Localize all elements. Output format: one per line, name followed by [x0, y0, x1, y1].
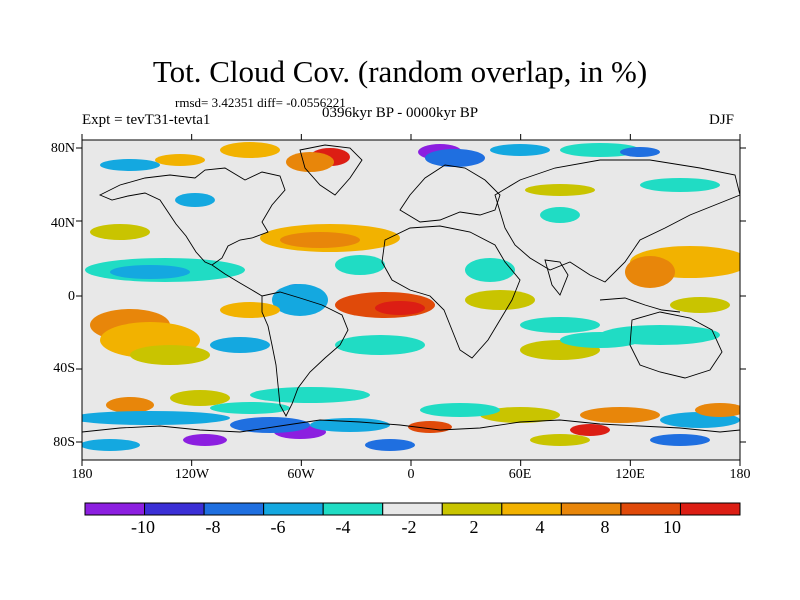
anomaly-patch-olive — [480, 407, 560, 423]
colorbar-label-neg4: -4 — [335, 517, 351, 537]
anomaly-patch-gold — [155, 154, 205, 166]
anomaly-patch-olive — [170, 390, 230, 406]
colorbar-label-neg8: -8 — [205, 517, 221, 537]
stats-line: rmsd= 3.42351 diff= -0.0556221 — [175, 95, 346, 110]
season-label: DJF — [709, 112, 735, 128]
anomaly-patch-sky — [210, 337, 270, 353]
anomaly-patch-olive — [670, 297, 730, 313]
colorbar-swatch — [322, 502, 384, 516]
colorbar-swatch — [263, 502, 324, 516]
anomaly-patch-orange — [106, 397, 154, 413]
anomaly-patch-cyan — [560, 332, 640, 348]
colorbar-label-neg2: -2 — [401, 517, 417, 537]
anomaly-patch-cyan — [465, 258, 515, 282]
anomaly-patch-cyan — [640, 178, 720, 192]
lon-label-120w: 120W — [174, 467, 210, 482]
lat-label-0: 0 — [68, 289, 75, 304]
anomaly-patch-orange — [286, 152, 334, 172]
colorbar-swatch — [441, 502, 503, 516]
anomaly-patch-olive — [530, 434, 590, 446]
anomaly-patch-sky — [175, 193, 215, 207]
colorbar-swatch — [382, 502, 443, 516]
coastline-antarctica — [81, 419, 741, 433]
anomaly-patch-sky — [82, 439, 140, 451]
anomaly-patch-cyan — [250, 387, 370, 403]
anomaly-patch-orange — [580, 407, 660, 423]
colorbar-swatch — [501, 502, 562, 516]
lon-label-60e: 60E — [508, 467, 532, 482]
colorbar-label-neg10: -10 — [131, 517, 155, 537]
anomaly-patch-orange — [625, 256, 675, 288]
anomaly-patch-cyan — [335, 255, 385, 275]
anomaly-patch-sky — [490, 144, 550, 156]
anomaly-patch-cyan — [560, 143, 640, 157]
colorbar-swatch — [203, 502, 265, 516]
coastline-india — [544, 259, 569, 296]
anomaly-patch-purple — [183, 434, 227, 446]
colorbar-swatch — [560, 502, 622, 516]
axis-ticks — [76, 134, 746, 466]
colorbar-swatch — [679, 502, 741, 516]
anomaly-patch-midblue — [425, 149, 485, 167]
anomaly-patch-cyan — [210, 402, 290, 414]
lat-label-80s: 80S — [53, 435, 75, 450]
anomaly-patch-sky — [310, 418, 390, 432]
anomaly-patch-olive — [465, 290, 535, 310]
period-label: 0396kyr BP - 0000kyr BP — [322, 105, 479, 121]
anomaly-patch-cyan — [520, 317, 600, 333]
coastline-australia — [629, 311, 723, 379]
anomaly-patch-sky — [100, 159, 160, 171]
anomaly-patch-midblue — [230, 417, 310, 433]
plot-title: Tot. Cloud Cov. (random overlap, in %) — [152, 54, 648, 89]
anomaly-patch-olive — [130, 345, 210, 365]
coastline-south-america — [261, 291, 349, 417]
anomaly-patch-midblue — [365, 439, 415, 451]
coastline-north-america — [98, 167, 286, 266]
anomaly-patch-sky — [110, 265, 190, 279]
anomaly-patch-sky — [272, 284, 328, 316]
coastline-central-america — [211, 264, 263, 297]
lon-label-0: 0 — [407, 467, 415, 482]
colorbar-swatch — [84, 502, 146, 516]
coastline-africa — [381, 225, 521, 359]
anomaly-patch-olive — [525, 184, 595, 196]
colorbar — [84, 502, 741, 516]
anomaly-patch-cyan — [540, 207, 580, 223]
anomaly-patch-gold — [220, 302, 280, 318]
experiment-label: Expt = tevT31-tevta1 — [82, 112, 211, 128]
anomaly-patch-midblue — [620, 147, 660, 157]
lon-label-180w: 180 — [71, 467, 93, 482]
coastline-indonesia — [599, 297, 681, 313]
lon-label-60w: 60W — [287, 467, 315, 482]
colorbar-label-10: 10 — [663, 517, 681, 537]
anomaly-patch-cyan — [335, 335, 425, 355]
anomaly-patches — [82, 142, 740, 451]
colorbar-label-4: 4 — [535, 517, 545, 537]
colorbar-label-2: 2 — [469, 517, 479, 537]
anomaly-patch-cyan — [420, 403, 500, 417]
anomaly-patch-orange — [280, 232, 360, 248]
anomaly-patch-red — [570, 424, 610, 436]
anomaly-patch-midblue — [650, 434, 710, 446]
colorbar-swatch — [144, 502, 205, 516]
lat-label-40s: 40S — [53, 361, 75, 376]
lat-label-80n: 80N — [50, 141, 75, 156]
lon-label-120e: 120E — [615, 467, 645, 482]
colorbar-label-8: 8 — [600, 517, 610, 537]
colorbar-label-neg6: -6 — [270, 517, 286, 537]
anomaly-patch-orange — [695, 403, 740, 417]
lat-label-40n: 40N — [50, 216, 75, 231]
colorbar-swatch — [620, 502, 681, 516]
anomaly-patch-sky — [82, 411, 230, 425]
lon-label-180e: 180 — [729, 467, 751, 482]
coastlines — [81, 144, 741, 433]
anomaly-patch-gold — [220, 142, 280, 158]
coastline-asia — [494, 159, 741, 283]
coastline-europe — [399, 164, 501, 223]
anomaly-patch-red — [375, 301, 425, 315]
coastline-greenland — [299, 144, 363, 196]
anomaly-patch-olive — [90, 224, 150, 240]
